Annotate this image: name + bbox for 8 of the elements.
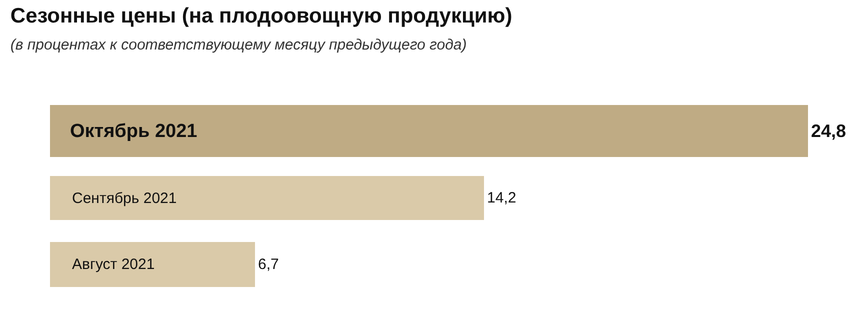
y-tick-label: Сентябрь 2021 (72, 190, 177, 207)
data-label: 24,8 (811, 121, 846, 141)
y-tick-label: Август 2021 (72, 256, 155, 273)
chart-title: Сезонные цены (на плодоовощную продукцию) (10, 4, 512, 28)
y-tick-label: Октябрь 2021 (70, 121, 198, 142)
data-label: 6,7 (258, 256, 279, 273)
data-label: 14,2 (487, 190, 516, 206)
chart-subtitle: (в процентах к соответствующему месяцу предыдущего года) (10, 36, 467, 54)
